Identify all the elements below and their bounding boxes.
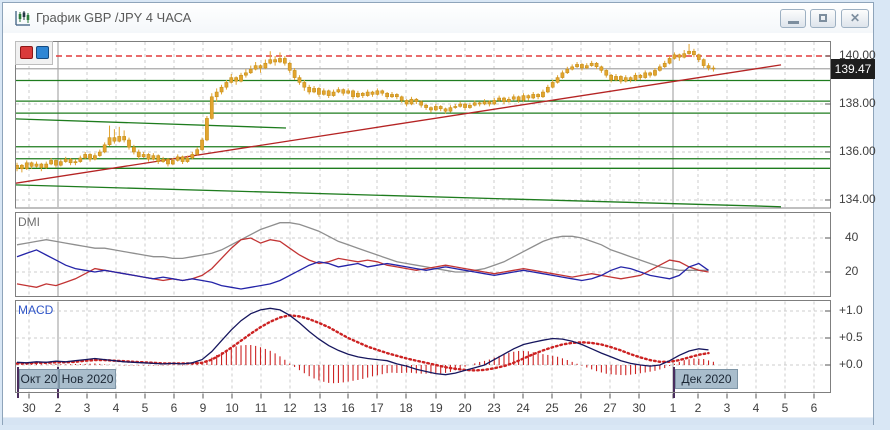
price-axis-label: 136.00 xyxy=(839,144,876,158)
chart-window[interactable]: График GBP /JPY 4 ЧАСА ✕ DMI MACD Окт 20… xyxy=(2,2,876,425)
titlebar[interactable]: График GBP /JPY 4 ЧАСА ✕ xyxy=(3,3,873,33)
x-axis-label: 3 xyxy=(723,401,731,415)
x-axis-label: 2 xyxy=(54,401,62,415)
x-axis-label: 6 xyxy=(810,401,818,415)
x-axis-label: 3 xyxy=(83,401,91,415)
blue-tool-button[interactable] xyxy=(36,46,49,59)
current-price-badge: 139.47 xyxy=(831,59,875,79)
dmi-panel-label: DMI xyxy=(18,215,40,229)
x-axis-label: 24 xyxy=(516,401,530,415)
close-button[interactable]: ✕ xyxy=(841,9,869,28)
x-axis-label: 26 xyxy=(574,401,588,415)
dmi-axis-label: 20 xyxy=(845,264,859,278)
price-axis-label: 138.00 xyxy=(839,96,876,110)
x-axis-label: 27 xyxy=(603,401,617,415)
x-axis-label: 4 xyxy=(752,401,760,415)
x-axis-label: 1 xyxy=(669,401,677,415)
restore-button[interactable] xyxy=(810,9,836,28)
x-axis-label: 23 xyxy=(487,401,501,415)
x-axis-label: 25 xyxy=(545,401,559,415)
price-axis-label: 140.00 xyxy=(839,48,876,62)
macd-axis-label: +0.0 xyxy=(839,357,863,371)
month-badge-oct: Окт 20 xyxy=(19,369,59,389)
chart-canvas[interactable] xyxy=(15,41,831,401)
x-axis-label: 5 xyxy=(141,401,149,415)
chart-toolbar xyxy=(15,41,53,65)
month-badge-nov: Нов 2020 xyxy=(59,369,116,389)
x-axis-label: 12 xyxy=(283,401,297,415)
dmi-axis-label: 40 xyxy=(845,230,859,244)
macd-axis-label: +0.5 xyxy=(839,330,863,344)
x-axis-label: 18 xyxy=(399,401,413,415)
x-axis-label: 4 xyxy=(112,401,120,415)
price-axis-label: 134.00 xyxy=(839,192,876,206)
x-axis-label: 9 xyxy=(199,401,207,415)
minimize-button[interactable] xyxy=(780,9,806,28)
month-badge-dec: Дек 2020 xyxy=(675,369,738,389)
candlestick-chart-icon xyxy=(15,11,30,26)
x-axis-label: 6 xyxy=(170,401,178,415)
x-axis-label: 19 xyxy=(429,401,443,415)
x-axis-label: 10 xyxy=(225,401,239,415)
macd-axis-label: +1.0 xyxy=(839,303,863,317)
x-axis-label: 16 xyxy=(341,401,355,415)
x-axis-label: 5 xyxy=(781,401,789,415)
minimize-icon xyxy=(788,21,799,24)
macd-panel-label: MACD xyxy=(18,303,54,317)
x-axis-label: 20 xyxy=(458,401,472,415)
x-axis-label: 17 xyxy=(370,401,384,415)
window-title: График GBP /JPY 4 ЧАСА xyxy=(36,10,192,25)
x-axis-label: 30 xyxy=(22,401,36,415)
x-axis-label: 30 xyxy=(632,401,646,415)
restore-icon xyxy=(819,14,827,22)
close-icon: ✕ xyxy=(849,11,861,25)
window-bottom-frame xyxy=(3,417,873,425)
red-tool-button[interactable] xyxy=(20,46,33,59)
x-axis-label: 13 xyxy=(313,401,327,415)
x-axis-label: 11 xyxy=(254,401,268,415)
x-axis-label: 2 xyxy=(694,401,702,415)
